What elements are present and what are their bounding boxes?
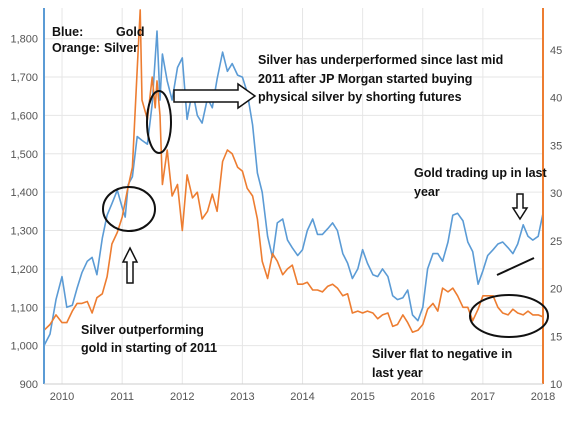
y-left-tick-label: 1,300	[10, 226, 38, 238]
x-tick-label: 2018	[531, 391, 555, 403]
y-left-tick-label: 1,600	[10, 110, 38, 122]
y-right-tick-label: 20	[550, 284, 562, 296]
right-arrow-icon	[173, 82, 257, 110]
x-tick-label: 2013	[230, 391, 254, 403]
early-2011-ellipse	[102, 186, 156, 232]
silver-series-line	[43, 9, 544, 334]
y-left-tick-label: 1,700	[10, 72, 38, 84]
annotation-silver-flat-line2: last year	[372, 366, 423, 380]
y-left-tick-label: 1,000	[10, 341, 38, 353]
x-tick-label: 2011	[110, 391, 134, 403]
annotation-silver-outperform-line2: gold in starting of 2011	[81, 341, 217, 355]
annotation-gold-up-line1: Gold trading up in last	[414, 166, 547, 180]
annotation-underperform-line1: Silver has underperformed since last mid	[258, 53, 503, 67]
legend-gold-label: Gold	[116, 25, 144, 39]
annotation-underperform-line3: physical silver by shorting futures	[258, 90, 462, 104]
annotation-gold-up-line2: year	[414, 185, 440, 199]
x-tick-label: 2012	[170, 391, 194, 403]
x-tick-label: 2014	[290, 391, 314, 403]
y-right-tick-labels: 10 15 20 25 30 35 40 45	[550, 45, 562, 391]
silver-flat-ellipse	[469, 294, 549, 338]
x-tick-label: 2016	[411, 391, 435, 403]
annotation-silver-flat-line1: Silver flat to negative in	[372, 347, 512, 361]
gold-trend-line	[496, 257, 535, 276]
y-right-tick-label: 10	[550, 379, 562, 391]
x-tick-label: 2017	[471, 391, 495, 403]
x-tick-label: 2015	[350, 391, 374, 403]
y-right-tick-label: 40	[550, 93, 562, 105]
y-right-tick-label: 35	[550, 140, 562, 152]
legend-blue-label: Blue:	[52, 25, 83, 39]
y-left-tick-label: 1,400	[10, 187, 38, 199]
y-right-tick-label: 15	[550, 331, 562, 343]
y-right-tick-label: 25	[550, 236, 562, 248]
down-arrow-icon	[511, 193, 529, 221]
y-left-tick-labels: 900 1,000 1,100 1,200 1,300 1,400 1,500 1,600 1,…	[10, 34, 38, 391]
annotation-underperform-line2: 2011 after JP Morgan started buying	[258, 72, 472, 86]
y-left-tick-label: 1,800	[10, 34, 38, 46]
y-left-tick-label: 900	[20, 379, 38, 391]
up-arrow-icon	[121, 246, 139, 284]
annotation-silver-outperform-line1: Silver outperforming	[81, 323, 204, 337]
y-left-tick-label: 1,100	[10, 302, 38, 314]
legend-silver-label: Silver	[104, 41, 138, 55]
silver-peak-ellipse	[146, 90, 172, 154]
y-right-tick-label: 30	[550, 188, 562, 200]
x-tick-labels: 2010 2011 2012 2013 2014 2015 2016 2017 2018	[50, 391, 555, 403]
y-left-tick-label: 1,200	[10, 264, 38, 276]
series-layer	[43, 9, 544, 346]
legend-orange-label: Orange:	[52, 41, 100, 55]
y-right-tick-label: 45	[550, 45, 562, 57]
y-left-tick-label: 1,500	[10, 149, 38, 161]
x-tick-label: 2010	[50, 391, 74, 403]
